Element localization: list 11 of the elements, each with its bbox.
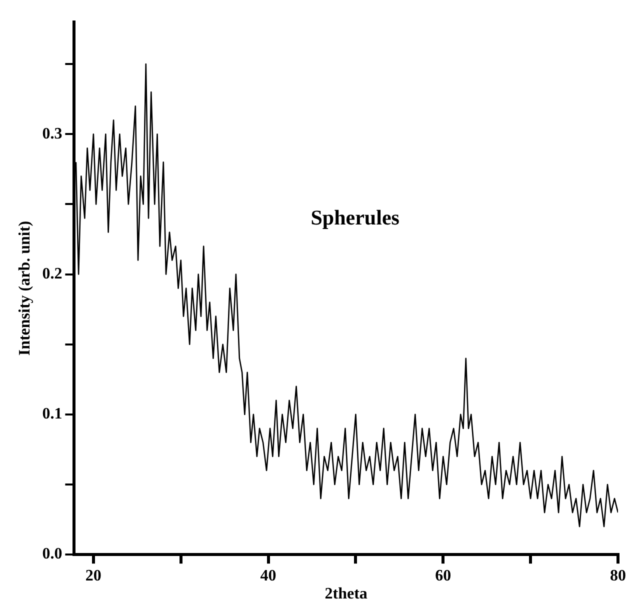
y-tick-label: 0.1: [42, 406, 62, 423]
x-axis-title: 2theta: [324, 586, 368, 603]
x-tick-label: 40: [260, 567, 276, 584]
y-tick-label: 0.0: [42, 546, 62, 563]
y-tick-label: 0.2: [42, 265, 62, 282]
x-tick-label: 20: [85, 567, 102, 584]
x-tick-label: 80: [610, 567, 626, 584]
y-tick-label: 0.3: [42, 125, 62, 142]
annotation: Spherules: [310, 205, 400, 230]
y-axis-title: Intensity (arb. unit): [16, 220, 34, 356]
x-tick-label: 60: [435, 567, 452, 584]
